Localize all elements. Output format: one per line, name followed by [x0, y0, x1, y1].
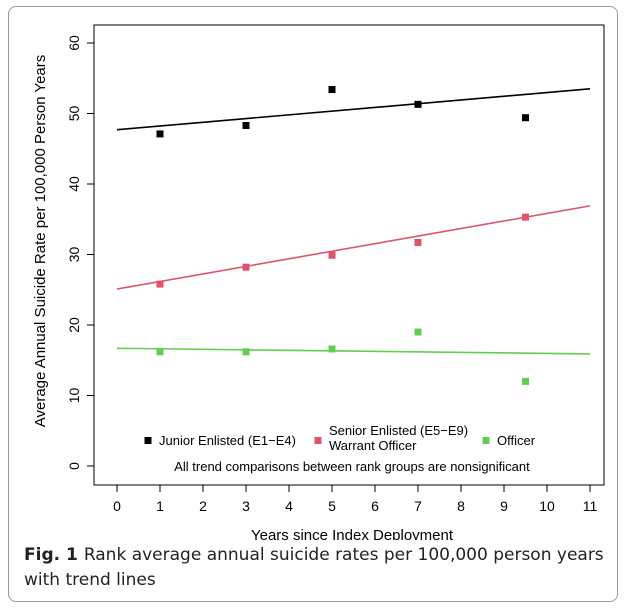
data-points — [156, 86, 529, 385]
legend-marker — [314, 437, 322, 444]
data-point — [328, 251, 336, 259]
x-tick-label: 3 — [242, 498, 250, 514]
figure-caption: Fig. 1 Rank average annual suicide rates … — [24, 543, 614, 593]
data-point — [156, 280, 164, 288]
data-point — [242, 121, 250, 129]
x-tick-label: 0 — [113, 498, 121, 514]
y-tick-label: 50 — [66, 106, 82, 122]
x-tick-label: 4 — [285, 498, 293, 514]
data-point — [156, 348, 164, 356]
x-tick-label: 2 — [199, 498, 207, 514]
y-tick-label: 10 — [66, 388, 82, 404]
trend-lines — [116, 88, 591, 355]
legend: Junior Enlisted (E1−E4) Senior Enlisted (… — [144, 423, 536, 453]
x-tick-label: 9 — [500, 498, 508, 514]
data-point — [414, 100, 422, 108]
y-tick-label: 30 — [66, 247, 82, 263]
legend-marker — [144, 437, 152, 444]
legend-label: Junior Enlisted (E1−E4) — [159, 433, 296, 448]
data-point — [414, 239, 422, 247]
y-tick-label: 60 — [66, 35, 82, 51]
trend-line — [116, 205, 591, 290]
data-point — [414, 328, 422, 336]
y-tick-label: 0 — [66, 462, 82, 470]
legend-label: Officer — [497, 433, 536, 448]
chart-annotation: All trend comparisons between rank group… — [174, 459, 530, 474]
data-point — [522, 377, 529, 385]
x-axis: 0 1 2 3 4 5 6 7 8 9 10 11 — [113, 484, 598, 514]
x-axis-title: Years since Index Deployment — [251, 527, 454, 540]
y-axis: 0 10 20 30 40 50 60 — [66, 35, 95, 470]
trend-line — [116, 88, 591, 131]
x-tick-label: 1 — [156, 498, 164, 514]
legend-marker — [482, 437, 490, 444]
data-point — [328, 86, 336, 94]
x-tick-label: 6 — [371, 498, 379, 514]
data-point — [242, 348, 250, 356]
data-point — [522, 114, 529, 122]
data-point — [328, 345, 336, 353]
x-tick-label: 5 — [328, 498, 336, 514]
x-tick-label: 10 — [539, 498, 555, 514]
data-point — [156, 130, 164, 138]
chart-svg: 0 10 20 30 40 50 60 0 1 2 3 4 5 6 7 8 9 10 11 Junior Enli… — [32, 24, 605, 540]
caption-label: Fig. 1 — [24, 545, 78, 565]
y-axis-title: Average Annual Suicide Rate per 100,000 … — [32, 55, 49, 428]
x-tick-label: 7 — [414, 498, 422, 514]
data-point — [522, 213, 529, 221]
figure-frame — [8, 6, 618, 602]
caption-text: Rank average annual suicide rates per 10… — [24, 545, 604, 590]
y-tick-label: 40 — [66, 176, 82, 192]
trend-line — [116, 347, 591, 355]
y-tick-label: 20 — [66, 317, 82, 333]
data-point — [242, 263, 250, 271]
x-tick-label: 8 — [457, 498, 465, 514]
x-tick-label: 11 — [583, 498, 598, 514]
legend-label: Senior Enlisted (E5−E9) Warrant Officer — [329, 423, 468, 453]
